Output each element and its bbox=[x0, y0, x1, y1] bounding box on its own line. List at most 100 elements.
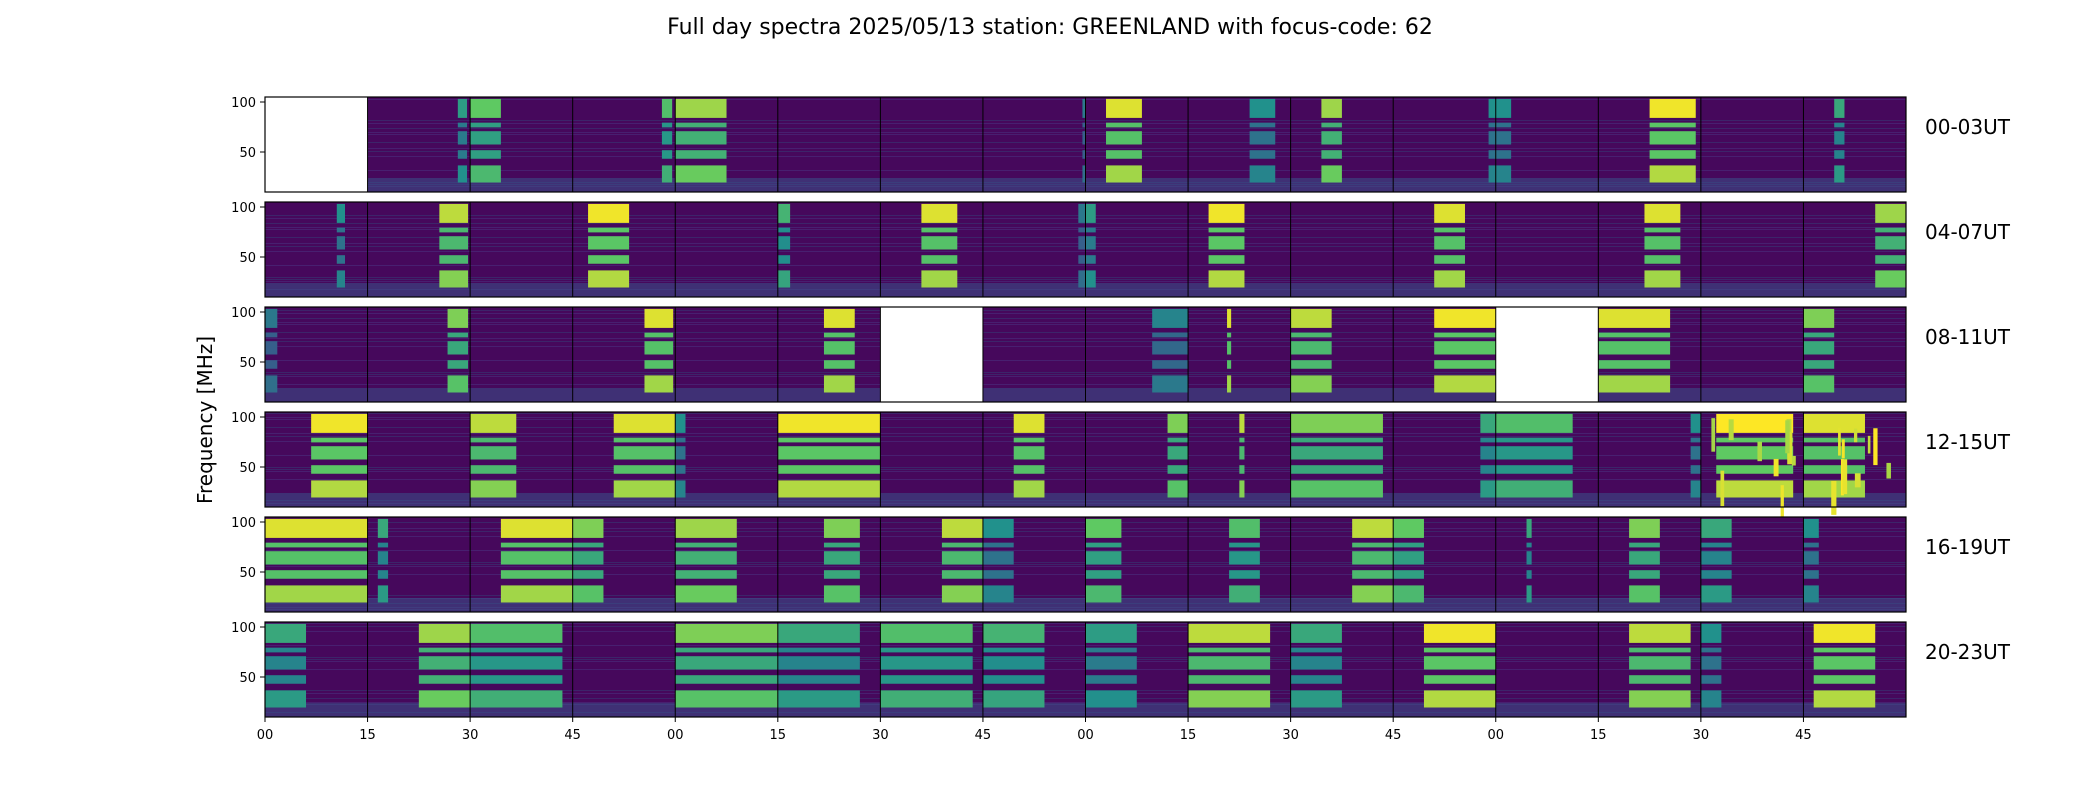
emission-band bbox=[1834, 122, 1845, 128]
emission-band bbox=[439, 255, 469, 264]
y-tick-label: 100 bbox=[231, 306, 256, 321]
emission-band bbox=[777, 255, 791, 264]
emission-band bbox=[1526, 585, 1532, 603]
emission-band bbox=[675, 656, 778, 670]
emission-band bbox=[1834, 150, 1845, 159]
emission-band bbox=[1227, 341, 1232, 355]
emission-band bbox=[265, 341, 278, 355]
emission-band bbox=[1700, 551, 1732, 565]
emission-band bbox=[1239, 480, 1245, 498]
emission-band bbox=[1803, 332, 1835, 338]
emission-band bbox=[982, 570, 1014, 579]
emission-band bbox=[613, 437, 676, 443]
emission-band bbox=[572, 585, 604, 603]
spectrum-panel bbox=[880, 412, 983, 507]
emission-band bbox=[1321, 122, 1342, 128]
emission-band bbox=[1803, 308, 1835, 328]
burst-mark bbox=[1853, 428, 1858, 443]
emission-band bbox=[470, 647, 563, 653]
emission-band bbox=[572, 518, 604, 538]
emission-band bbox=[1013, 465, 1045, 474]
emission-band bbox=[457, 98, 468, 118]
emission-band bbox=[439, 227, 469, 233]
emission-band bbox=[777, 236, 791, 250]
low-freq-strip bbox=[1495, 283, 1599, 297]
emission-band bbox=[1803, 585, 1819, 603]
emission-band bbox=[880, 675, 973, 684]
emission-band bbox=[1803, 446, 1865, 460]
low-freq-strip bbox=[367, 388, 471, 402]
emission-band bbox=[644, 360, 674, 369]
emission-band bbox=[265, 570, 368, 579]
emission-band bbox=[311, 465, 368, 474]
emission-band bbox=[1644, 270, 1681, 288]
y-tick-label: 50 bbox=[239, 251, 256, 266]
emission-band bbox=[447, 341, 469, 355]
emission-band bbox=[1716, 465, 1794, 474]
emission-band bbox=[1239, 413, 1245, 433]
emission-band bbox=[675, 675, 778, 684]
emission-band bbox=[1488, 131, 1496, 145]
emission-band bbox=[777, 227, 791, 233]
emission-band bbox=[470, 165, 501, 183]
emission-band bbox=[1690, 465, 1701, 474]
emission-band bbox=[1803, 465, 1865, 474]
emission-band bbox=[1649, 122, 1696, 128]
emission-band bbox=[1480, 413, 1496, 433]
emission-band bbox=[1393, 570, 1424, 579]
spectrum-panel bbox=[1495, 97, 1599, 192]
emission-band bbox=[823, 375, 855, 393]
emission-band bbox=[1495, 165, 1512, 183]
emission-band bbox=[265, 542, 368, 548]
emission-band bbox=[1813, 623, 1876, 643]
low-freq-strip bbox=[1393, 283, 1496, 297]
spectrum-panel bbox=[265, 202, 368, 297]
emission-band bbox=[1167, 437, 1189, 443]
emission-band bbox=[1085, 656, 1137, 670]
emission-band bbox=[1434, 341, 1496, 355]
emission-band bbox=[1649, 165, 1696, 183]
emission-band bbox=[588, 227, 630, 233]
emission-band bbox=[1875, 236, 1906, 250]
low-freq-strip bbox=[1598, 493, 1701, 507]
emission-band bbox=[675, 690, 778, 708]
emission-band bbox=[1106, 131, 1142, 145]
emission-band bbox=[1526, 518, 1532, 538]
low-freq-strip bbox=[675, 283, 778, 297]
emission-band bbox=[336, 227, 345, 233]
burst-mark bbox=[1773, 458, 1779, 477]
emission-band bbox=[1188, 656, 1271, 670]
emission-band bbox=[1085, 227, 1096, 233]
y-tick-label: 100 bbox=[231, 201, 256, 216]
spectrum-panel bbox=[1700, 307, 1804, 402]
low-freq-strip bbox=[1290, 283, 1394, 297]
emission-band bbox=[1598, 332, 1671, 338]
burst-mark bbox=[1787, 431, 1793, 465]
emission-band bbox=[777, 656, 860, 670]
emission-band bbox=[1700, 623, 1722, 643]
emission-band bbox=[675, 570, 737, 579]
emission-band bbox=[1875, 255, 1906, 264]
spectrum-panel bbox=[982, 202, 1086, 297]
emission-band bbox=[1434, 227, 1465, 233]
x-tick-label: 30 bbox=[872, 728, 889, 743]
burst-mark bbox=[1867, 435, 1871, 454]
emission-band bbox=[1629, 518, 1660, 538]
emission-band bbox=[921, 270, 958, 288]
emission-band bbox=[447, 308, 469, 328]
y-tick-label: 50 bbox=[239, 566, 256, 581]
emission-band bbox=[1106, 165, 1142, 183]
emission-band bbox=[1690, 437, 1701, 443]
emission-band bbox=[1229, 570, 1260, 579]
row-frame bbox=[264, 96, 1907, 193]
spectrum-panel bbox=[982, 307, 1086, 402]
emission-band bbox=[1434, 203, 1465, 223]
low-freq-strip bbox=[1700, 178, 1804, 192]
emission-band bbox=[777, 480, 881, 498]
emission-band bbox=[1495, 446, 1573, 460]
emission-band bbox=[1085, 255, 1096, 264]
emission-band bbox=[1290, 341, 1332, 355]
emission-band bbox=[675, 446, 686, 460]
emission-band bbox=[1434, 255, 1465, 264]
emission-band bbox=[457, 165, 468, 183]
